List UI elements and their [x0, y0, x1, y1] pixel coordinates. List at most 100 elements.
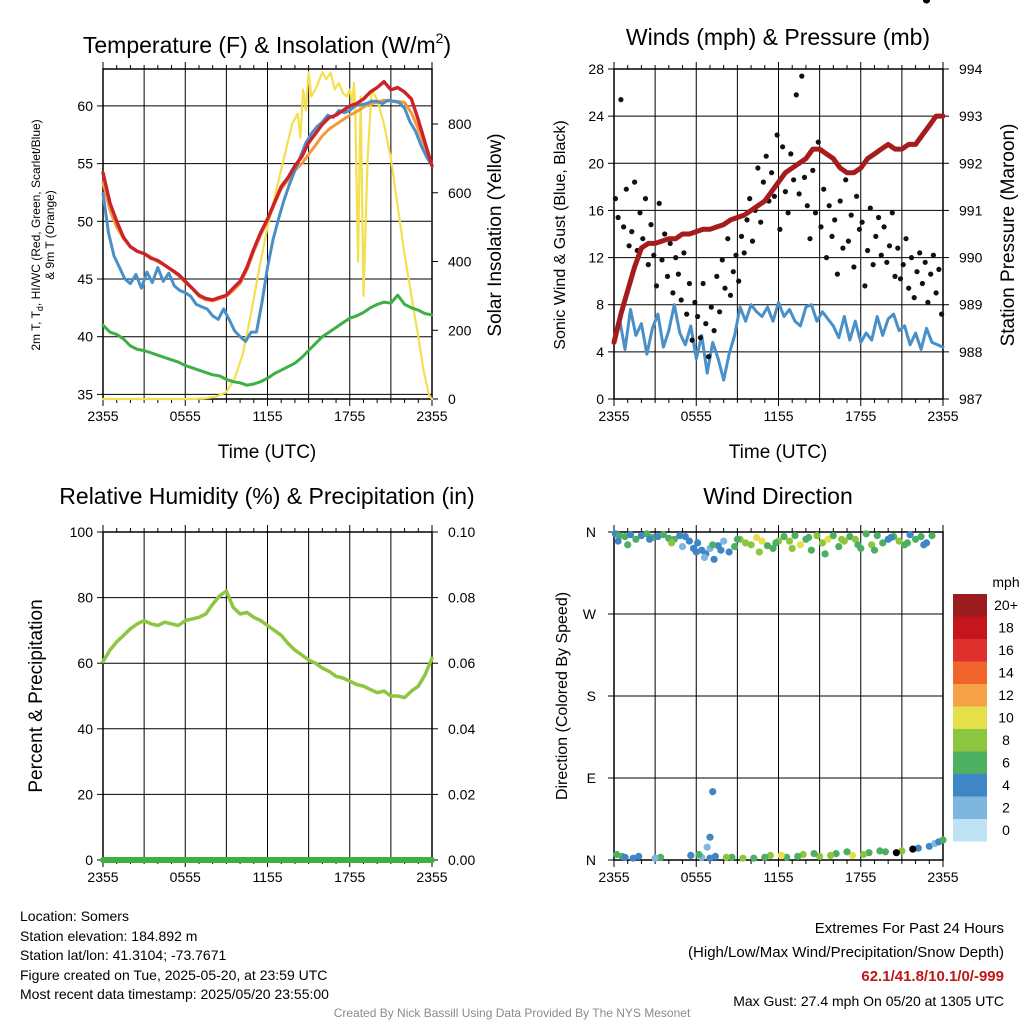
gust-point — [719, 257, 725, 263]
gust-point — [856, 226, 863, 232]
direction-point — [805, 533, 813, 542]
direction-point — [843, 848, 851, 856]
direction-point — [868, 541, 876, 549]
direction-point — [920, 541, 928, 549]
direction-point — [766, 851, 774, 860]
legend-label: 18 — [998, 620, 1014, 636]
direction-point — [939, 836, 947, 844]
gust-point — [769, 170, 775, 176]
direction-point — [709, 541, 717, 549]
direction-point — [865, 849, 873, 857]
insolation-y2-tick-label: 800 — [448, 116, 472, 132]
gust-point — [642, 196, 649, 202]
direction-panel: Wind Direction Direction (Colored By Spe… — [554, 0, 1020, 885]
gust-point — [922, 259, 928, 265]
winds-y-tick-label: 8 — [596, 297, 604, 313]
gust-point — [771, 193, 778, 199]
direction-point — [750, 854, 758, 862]
precip-y2-tick-label: 0.02 — [448, 786, 475, 802]
gust-point — [670, 290, 676, 296]
direction-point — [668, 539, 676, 547]
direction-point — [816, 852, 824, 861]
winds-title: Winds (mph) & Pressure (mb) — [626, 24, 930, 50]
legend-label: 0 — [1002, 822, 1010, 838]
winds-y-tick-label: 28 — [588, 61, 604, 77]
legend-label: 8 — [1002, 732, 1010, 748]
direction-point — [851, 535, 859, 543]
direction-point — [909, 845, 917, 853]
pressure-y2-tick-label: 989 — [959, 297, 983, 313]
pressure-y2-tick-label: 992 — [959, 155, 983, 171]
legend-swatch — [953, 819, 987, 842]
gust-point — [840, 245, 846, 251]
direction-point — [733, 535, 742, 543]
gust-point — [889, 210, 895, 216]
precip-y2-tick-label: 0.08 — [448, 590, 475, 606]
humidity-y-label: Percent & Precipitation — [26, 599, 47, 792]
gust-point — [648, 222, 654, 228]
direction-point — [711, 852, 720, 861]
direction-point — [635, 852, 643, 861]
gust-point — [667, 240, 673, 246]
temp-y-tick-label: 60 — [77, 98, 93, 114]
legend-swatch — [953, 661, 987, 684]
direction-point — [848, 851, 857, 860]
direction-point — [692, 548, 700, 556]
temp-y-tick-label: 35 — [77, 386, 93, 402]
humidity-x-tick-label: 0555 — [170, 869, 201, 885]
gust-point — [804, 203, 810, 209]
gust-point — [782, 189, 789, 195]
gust-point — [744, 217, 750, 223]
max-gust: Max Gust: 27.4 mph On 05/20 at 1305 UTC — [733, 993, 1004, 1009]
direction-point — [791, 532, 799, 540]
direction-point — [626, 531, 635, 539]
gust-point — [623, 186, 629, 192]
direction-y-tick-label: E — [587, 770, 596, 786]
pressure-y2-tick-label: 993 — [959, 108, 983, 124]
temperature-panel: Temperature (F) & Insolation (W/m2) Time… — [29, 30, 506, 463]
temp-y-tick-label: 45 — [77, 271, 93, 287]
gust-point — [645, 262, 651, 268]
gust-point — [801, 174, 808, 180]
gust-point — [933, 290, 939, 296]
station-elevation: Station elevation: 184.892 m — [20, 927, 198, 944]
direction-point — [687, 851, 695, 860]
direction-point — [685, 537, 694, 545]
direction-point — [629, 854, 637, 862]
insolation-y2-tick-label: 200 — [448, 322, 472, 338]
direction-point — [799, 850, 807, 859]
precip-y2-tick-label: 0.00 — [448, 852, 475, 868]
legend-label: 4 — [1002, 777, 1010, 793]
humidity-x-tick-label: 2355 — [87, 869, 118, 885]
gust-point — [675, 271, 682, 277]
gust-point — [914, 269, 920, 275]
gust-point — [777, 226, 783, 232]
temp-x-tick-label: 1155 — [252, 408, 282, 424]
winds-x-tick-label: 2355 — [927, 408, 958, 424]
gust-point — [925, 299, 931, 305]
direction-x-tick-label: 2355 — [598, 869, 629, 885]
gust-point — [917, 250, 923, 256]
direction-point — [755, 548, 763, 556]
gust-point — [936, 266, 942, 272]
humidity-panel: Relative Humidity (%) & Precipitation (i… — [26, 483, 475, 885]
gust-point — [733, 252, 739, 258]
direction-point — [753, 533, 761, 542]
direction-point — [646, 535, 654, 543]
direction-y-tick-label: W — [583, 606, 597, 622]
temperature-y-label: 2m T, Td, HI/WC (Red, Green, Scarlet/Blu… — [29, 119, 45, 350]
gust-point — [717, 309, 723, 315]
temp-2m-line — [101, 79, 434, 302]
gust-point — [873, 233, 879, 239]
extremes-title: Extremes For Past 24 Hours — [814, 920, 1004, 937]
direction-point — [747, 541, 755, 549]
humidity-x-tick-label: 1155 — [252, 869, 282, 885]
gust-point — [662, 231, 668, 237]
gust-point — [612, 196, 619, 202]
gust-point — [785, 210, 791, 216]
gust-point — [876, 214, 882, 221]
direction-point — [887, 533, 895, 542]
winds-y-tick-label: 24 — [588, 108, 604, 124]
direction-x-tick-label: 1755 — [845, 869, 876, 885]
